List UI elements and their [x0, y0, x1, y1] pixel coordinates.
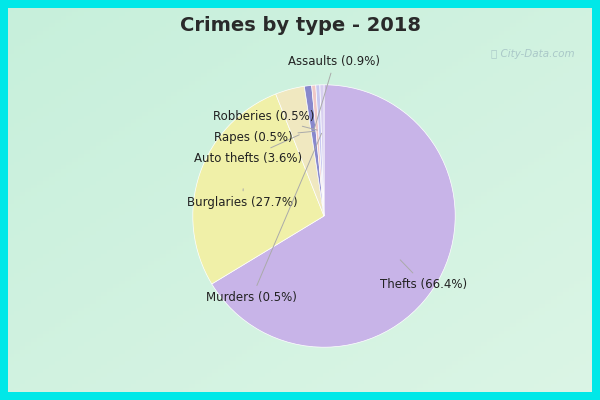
- Wedge shape: [276, 86, 324, 216]
- Text: Crimes by type - 2018: Crimes by type - 2018: [179, 16, 421, 35]
- Wedge shape: [212, 85, 455, 347]
- Text: Burglaries (27.7%): Burglaries (27.7%): [187, 189, 298, 209]
- Wedge shape: [193, 94, 324, 284]
- Text: ⓘ City-Data.com: ⓘ City-Data.com: [491, 49, 574, 59]
- Text: Auto thefts (3.6%): Auto thefts (3.6%): [194, 135, 302, 165]
- Wedge shape: [311, 85, 324, 216]
- Text: Thefts (66.4%): Thefts (66.4%): [380, 260, 467, 291]
- Text: Rapes (0.5%): Rapes (0.5%): [214, 131, 314, 144]
- Wedge shape: [304, 85, 324, 216]
- Text: Assaults (0.9%): Assaults (0.9%): [289, 55, 380, 129]
- Text: Robberies (0.5%): Robberies (0.5%): [213, 110, 317, 130]
- Wedge shape: [320, 85, 324, 216]
- Wedge shape: [316, 85, 324, 216]
- Text: Murders (0.5%): Murders (0.5%): [206, 133, 322, 304]
